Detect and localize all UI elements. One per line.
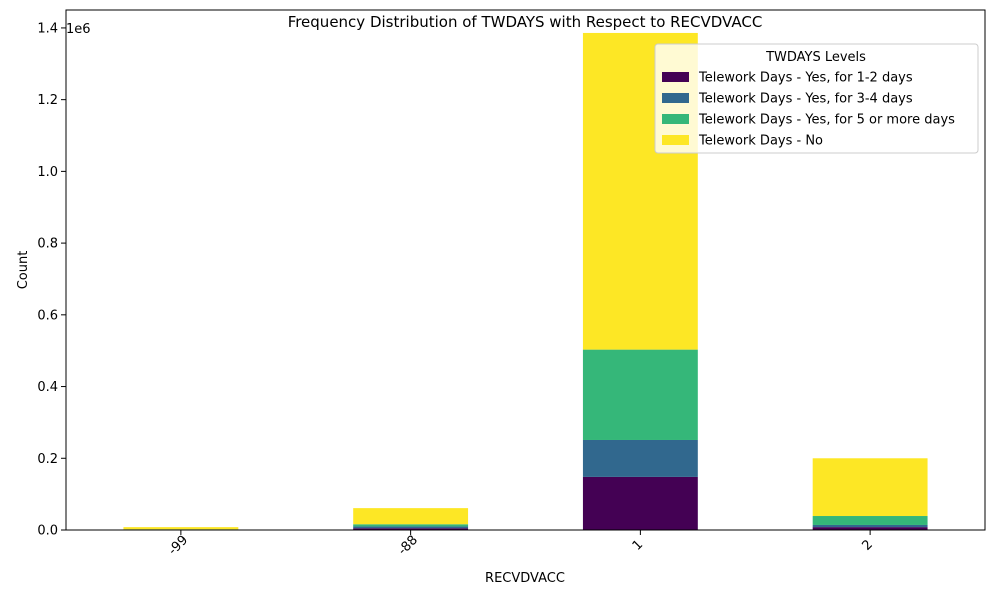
legend-swatch [662, 135, 689, 145]
x-tick-label: -88 [395, 533, 421, 559]
bar-segment [353, 524, 469, 527]
plot-frame [65, 9, 986, 531]
chart-title: Frequency Distribution of TWDAYS with Re… [288, 13, 763, 31]
x-axis-label: RECVDVACC [485, 571, 565, 586]
bar-segment [123, 527, 239, 530]
legend-label: Telework Days - Yes, for 5 or more days [698, 113, 955, 128]
y-tick-label: 1.2 [37, 93, 58, 108]
legend-swatch [662, 72, 689, 82]
legend-label: Telework Days - Yes, for 1-2 days [698, 71, 913, 86]
bar-segment [582, 349, 698, 440]
legend-label: Telework Days - No [698, 134, 823, 149]
bar-segment [812, 524, 928, 528]
y-tick-label: 0.8 [37, 237, 58, 252]
legend-swatch [662, 93, 689, 103]
legend: TWDAYS Levels Telework Days - Yes, for 1… [654, 43, 979, 154]
y-offset-text: 1e6 [66, 22, 91, 37]
x-tick-label: 2 [859, 537, 875, 553]
bar-segment [812, 527, 928, 530]
y-ticks: 0.0 0.2 0.4 0.6 0.8 1.0 1.2 1.4 [37, 21, 66, 539]
y-axis-label: Count [16, 251, 31, 290]
legend-items: Telework Days - Yes, for 1-2 days Telewor… [662, 71, 955, 149]
bar-segment [353, 508, 469, 525]
x-tick-label: 1 [630, 537, 646, 553]
legend-box [654, 43, 979, 154]
y-tick-label: 1.4 [37, 21, 58, 36]
bar-segment [582, 476, 698, 530]
x-ticks: -99 -88 1 2 [166, 530, 876, 558]
y-tick-label: 0.0 [37, 524, 58, 539]
y-tick-label: 0.6 [37, 308, 58, 323]
y-tick-label: 1.0 [37, 165, 58, 180]
y-tick-label: 0.4 [37, 380, 58, 395]
bar-segment [353, 526, 469, 529]
legend-title: TWDAYS Levels [765, 50, 866, 65]
legend-label: Telework Days - Yes, for 3-4 days [698, 92, 913, 107]
bar-segment [812, 516, 928, 525]
legend-swatch [662, 114, 689, 124]
y-tick-label: 0.2 [37, 452, 58, 467]
bar-segment [582, 439, 698, 477]
x-tick-label: -99 [166, 533, 192, 559]
bar-segment [812, 458, 928, 517]
bar-segment [353, 528, 469, 530]
